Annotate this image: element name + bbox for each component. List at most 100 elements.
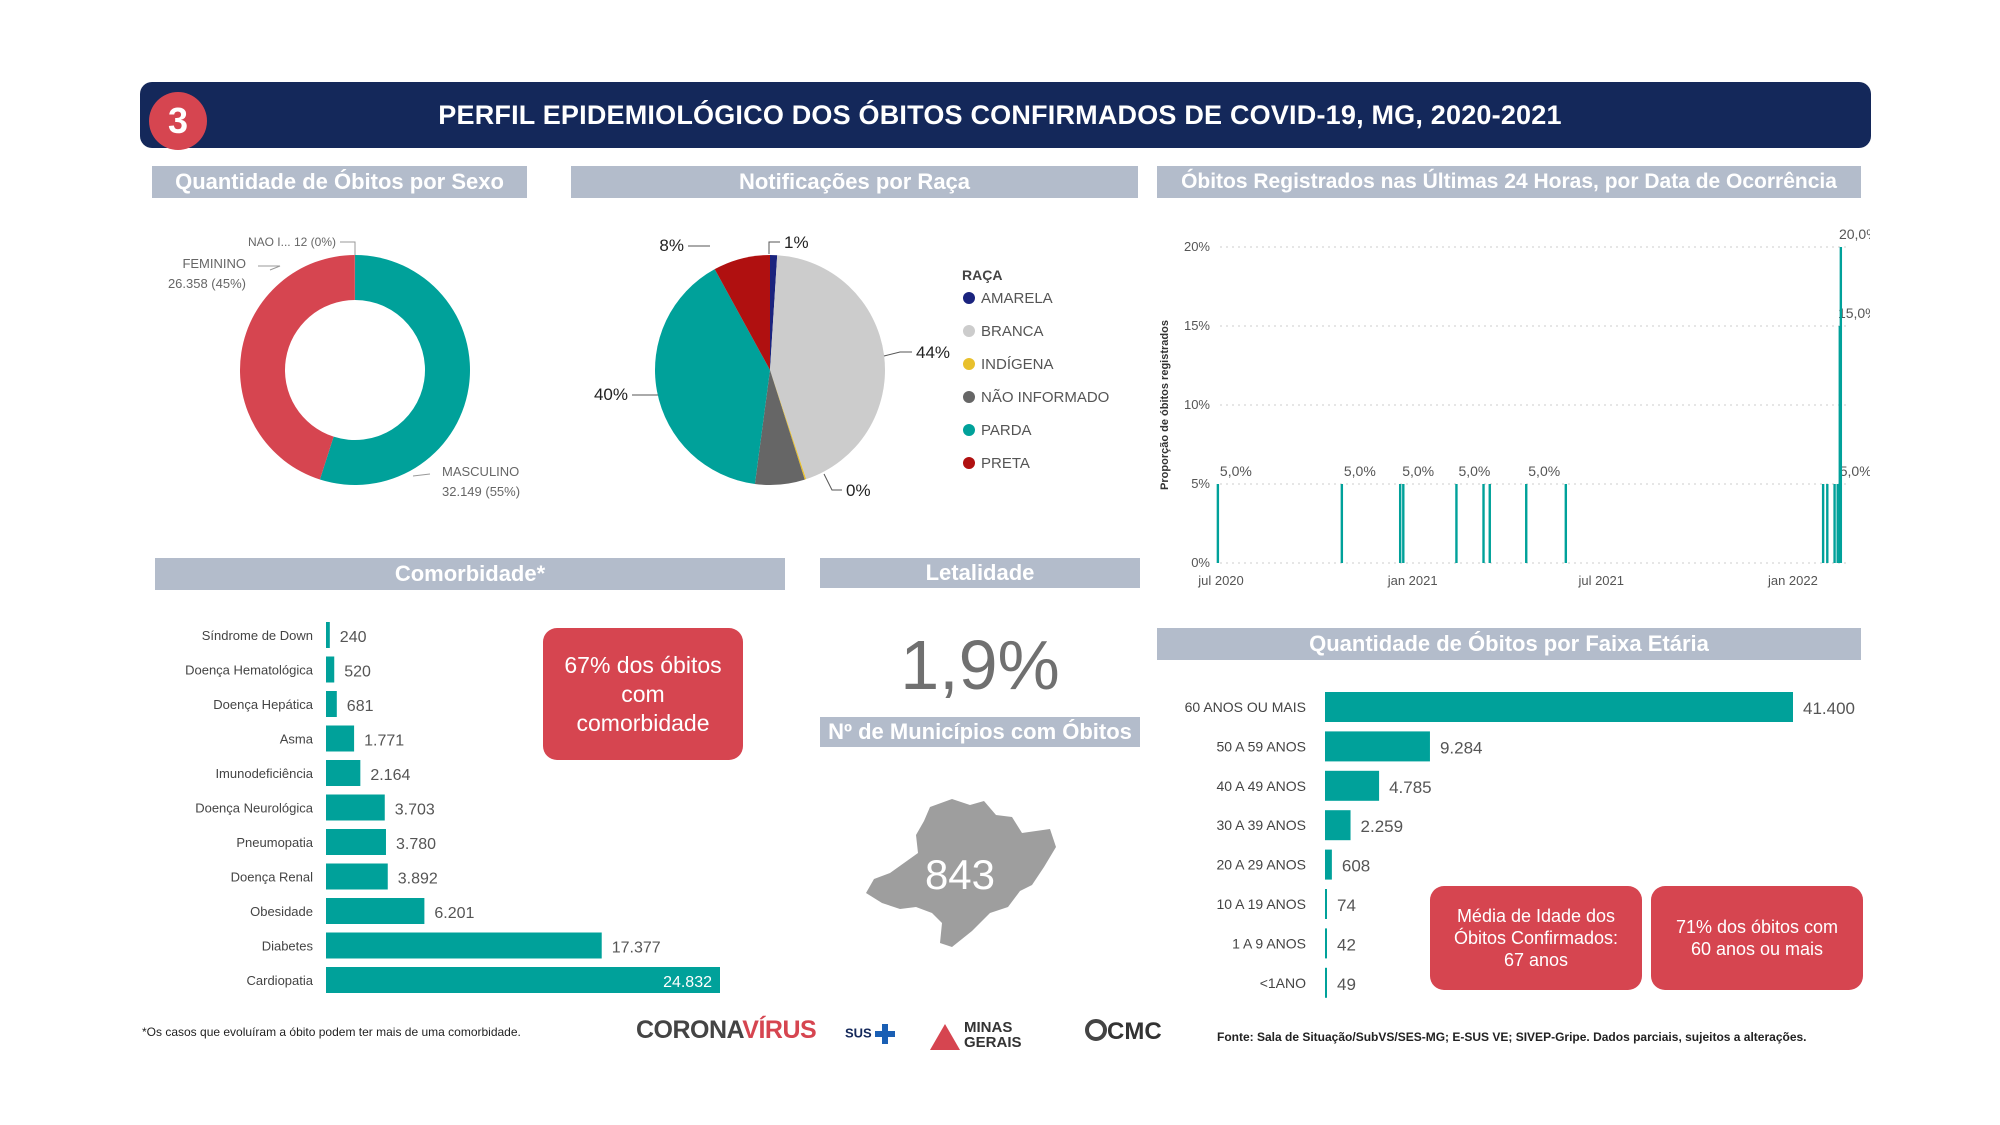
faixa-value: 2.259	[1361, 817, 1404, 836]
raca-legend-dot-preta	[963, 457, 975, 469]
raca-legend-nao-informado: NÃO INFORMADO	[981, 389, 1109, 406]
comorbidade-category: Diabetes	[262, 939, 314, 954]
time-xtick: jan 2022	[1767, 573, 1818, 588]
raca-legend-dot-indigena	[963, 358, 975, 370]
section-number-badge: 3	[149, 92, 207, 150]
sus-logo: SUS	[845, 1024, 896, 1044]
raca-legend-dot-amarela	[963, 292, 975, 304]
comorbidade-category: Doença Hematológica	[185, 663, 314, 678]
section-title-municipios: Nº de Municípios com Óbitos	[820, 717, 1140, 747]
sexo-value-masculino: 32.149 (55%)	[442, 484, 520, 499]
comorbidade-category: Doença Neurológica	[195, 801, 314, 816]
faixa-bar	[1325, 770, 1380, 801]
sexo-value-feminino: 26.358 (45%)	[168, 276, 246, 291]
time-bar	[1482, 484, 1485, 563]
time-bar	[1216, 484, 1220, 563]
time-bar-label: 5,0%	[1402, 463, 1434, 479]
faixa-category: 30 A 39 ANOS	[1216, 817, 1306, 833]
faixa-category: 20 A 29 ANOS	[1216, 857, 1306, 873]
time-bar-label: 5,0%	[1840, 463, 1870, 479]
section-title-faixa: Quantidade de Óbitos por Faixa Etária	[1157, 628, 1861, 660]
cross-icon	[875, 1024, 896, 1044]
comorbidade-value: 3.780	[396, 836, 436, 853]
raca-legend-branca: BRANCA	[981, 323, 1044, 340]
time-bar	[1826, 484, 1829, 563]
comorbidade-bar	[326, 760, 361, 786]
comorbidade-category: Imunodeficiência	[215, 766, 313, 781]
raca-value-indigena: 0%	[846, 481, 871, 500]
comorbidade-category: Obesidade	[250, 904, 313, 919]
time-xtick: jul 2021	[1577, 573, 1624, 588]
media-idade-highlight: Média de Idade dos Óbitos Confirmados: 6…	[1430, 886, 1642, 990]
raca-leader-indigena	[823, 473, 842, 491]
comorbidade-bar	[326, 691, 337, 717]
comorbidade-value: 24.832	[663, 974, 712, 991]
raca-value-amarela: 1%	[784, 233, 809, 252]
time-bar-label: 5,0%	[1458, 463, 1490, 479]
cmc-logo: CMC	[1085, 1018, 1162, 1046]
time-bar	[1340, 484, 1344, 563]
time-bar	[1836, 484, 1839, 563]
time-bar-label: 5,0%	[1220, 463, 1252, 479]
sexo-label-nao-informado: NAO I... 12 (0%)	[248, 235, 336, 249]
sexo-leader-nao-informado	[340, 241, 356, 255]
faixa-bar	[1325, 889, 1327, 919]
comorbidade-bar	[326, 967, 720, 993]
faixa-value: 4.785	[1389, 778, 1432, 797]
comorbidade-bar	[326, 656, 335, 683]
sexo-leader-feminino	[258, 265, 281, 271]
time-bar-label: 15,0%	[1838, 305, 1870, 321]
raca-slice-branca	[770, 255, 885, 480]
time-bar	[1833, 484, 1836, 563]
raca-leader-branca	[883, 351, 912, 357]
faixa-bar	[1325, 928, 1327, 959]
comorbidade-value: 520	[344, 664, 371, 681]
sexo-slice-masculino	[319, 255, 471, 485]
comorbidade-bar	[326, 829, 386, 855]
time-ylabel: Proporção de óbitos registrados	[1159, 320, 1171, 490]
faixa-etaria-bar-chart: 60 ANOS OU MAIS 41.400 50 A 59 ANOS 9.284 40…	[1185, 692, 1855, 998]
faixa-category: <1ANO	[1260, 975, 1306, 991]
time-bar	[1402, 484, 1405, 563]
raca-value-branca: 44%	[916, 343, 950, 362]
time-bar	[1525, 484, 1528, 563]
raca-leader-amarela	[768, 241, 780, 254]
comorbidade-value: 240	[340, 629, 367, 646]
faixa-category: 60 ANOS OU MAIS	[1185, 699, 1306, 715]
comorbidade-category: Asma	[280, 732, 314, 747]
municipios-value: 843	[924, 851, 996, 898]
sexo-label-feminino: FEMININO	[182, 256, 246, 271]
comorbidade-value: 3.892	[398, 871, 438, 888]
comorbidade-highlight: 67% dos óbitos com comorbidade	[543, 628, 743, 760]
comorbidade-value: 6.201	[434, 905, 474, 922]
raca-pie-chart: 1% 44% 0% 40% 8% RAÇA AMARELA BRANCA INDÍGENA NÃO…	[594, 233, 1109, 500]
faixa-value: 608	[1342, 857, 1370, 876]
comorbidade-bar-chart: Síndrome de Down 240 Doença Hematológica 52…	[185, 622, 720, 993]
section-title-raca: Notificações por Raça	[571, 166, 1138, 198]
raca-slice-indigena	[770, 370, 807, 480]
raca-legend-dot-parda	[963, 424, 975, 436]
comorbidade-bar	[326, 725, 355, 752]
raca-legend-dot-branca	[963, 325, 975, 337]
comorbidade-category: Doença Renal	[231, 870, 313, 885]
time-xtick: jul 2020	[1197, 573, 1244, 588]
comorbidade-category: Síndrome de Down	[202, 628, 313, 643]
comorbidade-bar	[326, 622, 330, 648]
raca-legend-amarela: AMARELA	[981, 290, 1053, 307]
letalidade-value: 1,9%	[900, 626, 1060, 704]
section-title-letalidade: Letalidade	[820, 558, 1140, 588]
time-bar-label: 20,0%	[1839, 226, 1870, 242]
ultimas24-bar-chart: 0% 5% 10% 15% 20% jul 2020 jan 2021 jul 2021 jan…	[1159, 226, 1870, 588]
comorbidade-value: 3.703	[395, 802, 435, 819]
time-bar	[1455, 484, 1458, 563]
time-ytick: 15%	[1184, 318, 1210, 333]
faixa-bar	[1325, 731, 1430, 762]
raca-legend-preta: PRETA	[981, 455, 1030, 472]
time-bar-label: 5,0%	[1344, 463, 1376, 479]
raca-slice-preta	[714, 255, 770, 370]
faixa-bar	[1325, 849, 1332, 880]
faixa-value: 49	[1337, 975, 1356, 994]
time-ytick: 20%	[1184, 239, 1210, 254]
time-bar	[1398, 484, 1402, 563]
faixa-category: 1 A 9 ANOS	[1232, 935, 1306, 951]
